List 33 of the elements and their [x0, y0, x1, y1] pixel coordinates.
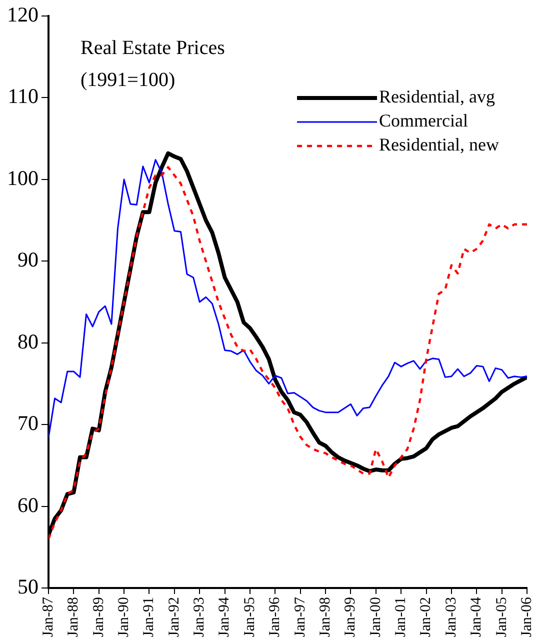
- x-tick-label: Jan-00: [368, 597, 384, 638]
- y-tick-label: 80: [18, 329, 38, 354]
- x-tick-label: Jan-99: [342, 597, 359, 638]
- x-tick-label: Jan-05: [494, 597, 510, 638]
- y-tick-label: 120: [7, 2, 38, 27]
- annotation: Real Estate Prices: [80, 37, 226, 59]
- annotation: (1991=100): [80, 69, 176, 91]
- legend-label: Residential, avg: [379, 86, 496, 107]
- x-tick-label: Jan-89: [90, 597, 107, 638]
- x-tick-label: Jan-97: [292, 596, 308, 638]
- x-tick-label: Jan-98: [317, 597, 334, 638]
- y-tick-label: 70: [18, 411, 38, 436]
- x-tick-label: Jan-88: [66, 597, 82, 638]
- legend-label: Residential, new: [379, 134, 500, 155]
- x-tick-label: Jan-90: [116, 597, 132, 638]
- x-tick-label: Jan-94: [216, 596, 233, 638]
- y-tick-label: 90: [18, 248, 38, 272]
- y-tick-label: 50: [18, 574, 38, 599]
- y-tick-label: 100: [7, 166, 38, 190]
- x-tick-label: Jan-03: [443, 597, 460, 638]
- x-tick-label: Jan-87: [40, 596, 56, 638]
- x-tick-label: Jan-96: [267, 596, 284, 638]
- x-tick-label: Jan-04: [468, 596, 485, 638]
- x-tick-label: Jan-95: [242, 597, 258, 638]
- x-tick-label: Jan-92: [166, 597, 182, 638]
- x-tick-label: Jan-01: [393, 597, 410, 638]
- legend-label: Commercial: [379, 110, 468, 131]
- x-tick-label: Jan-02: [418, 597, 434, 638]
- x-tick-label: Jan-93: [192, 597, 208, 638]
- x-tick-label: Jan-91: [141, 597, 158, 638]
- y-tick-label: 60: [18, 492, 38, 517]
- y-tick-label: 110: [8, 84, 38, 108]
- x-tick-label: Jan-06: [518, 596, 535, 638]
